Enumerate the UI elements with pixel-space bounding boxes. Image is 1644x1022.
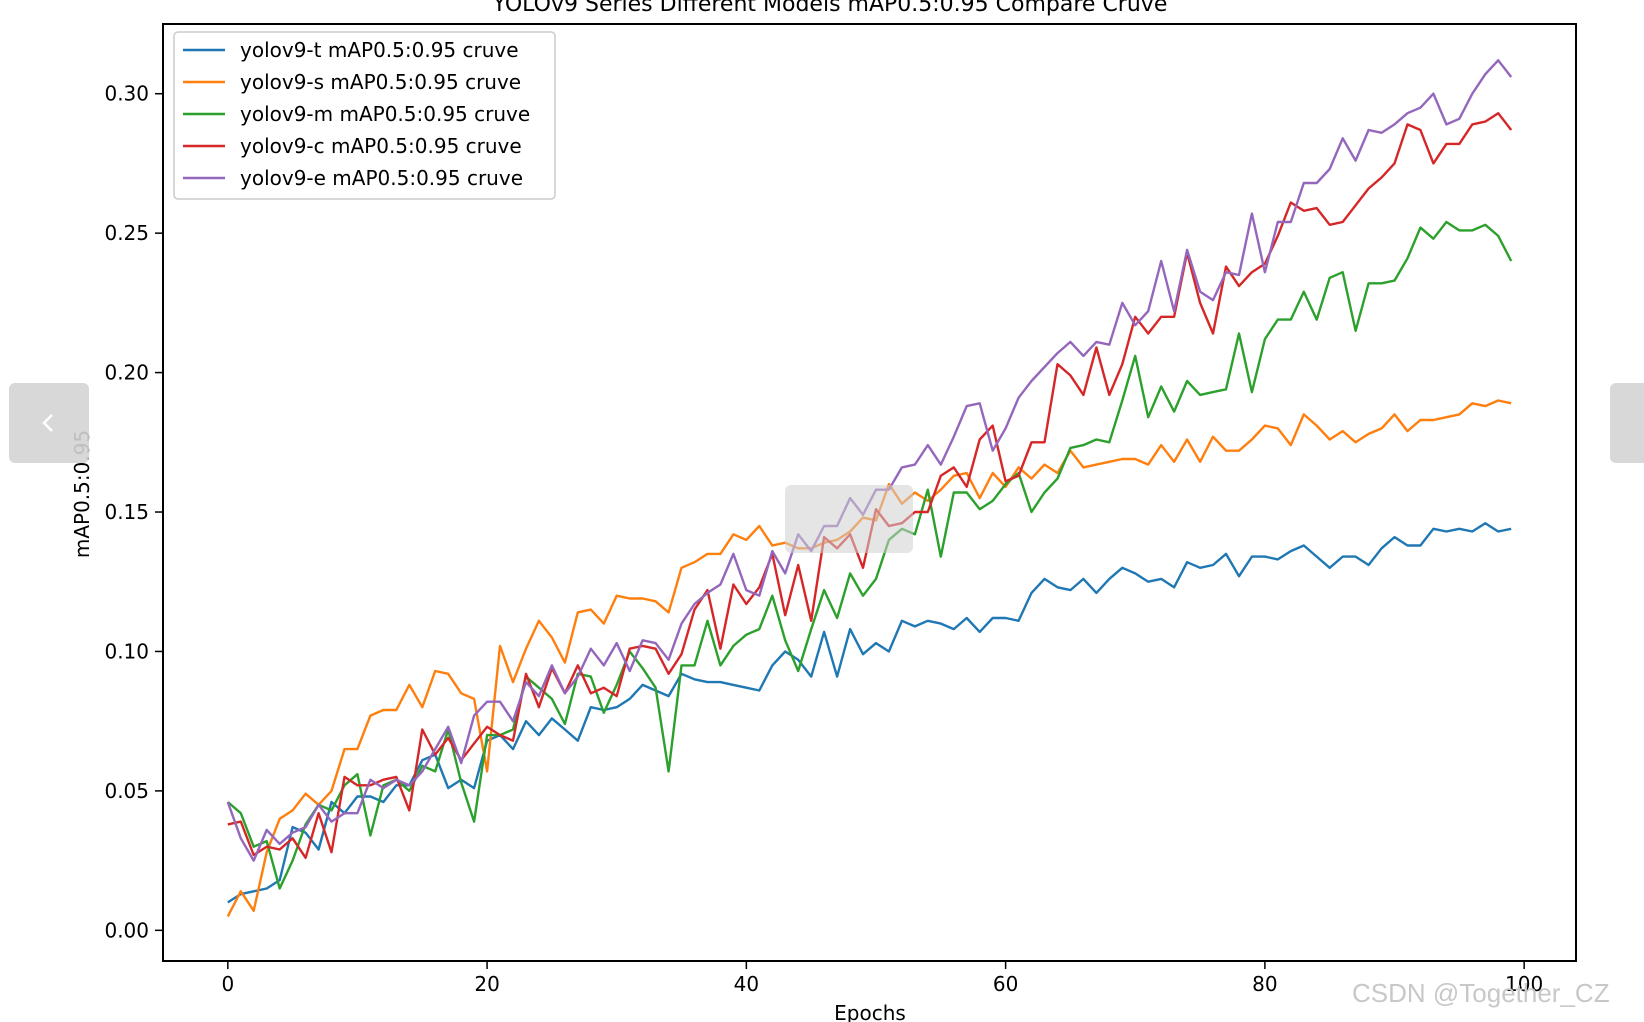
legend-label: yolov9-s mAP0.5:0.95 cruve (240, 70, 521, 94)
plot-frame (162, 23, 1577, 962)
legend-label: yolov9-t mAP0.5:0.95 cruve (240, 38, 519, 62)
chevron-left-icon (42, 414, 53, 432)
x-axis-ticks: 0 20 40 60 80 100 (221, 961, 1543, 996)
x-tick-label: 100 (1505, 972, 1543, 996)
y-tick-label: 0.15 (104, 500, 149, 524)
legend-label: yolov9-c mAP0.5:0.95 cruve (240, 134, 522, 158)
x-tick-label: 60 (993, 972, 1018, 996)
x-axis-label: Epochs (834, 1001, 906, 1022)
watermark: CSDN @Together_CZ (1352, 978, 1610, 1008)
next-image-button[interactable] (1610, 383, 1644, 463)
image-overlay-box (785, 485, 913, 553)
legend-box (173, 31, 556, 200)
y-axis-ticks: 0.00 0.05 0.10 0.15 0.20 0.25 0.30 (104, 82, 163, 942)
x-tick-label: 20 (474, 972, 499, 996)
x-tick-label: 80 (1252, 972, 1277, 996)
prev-image-button[interactable] (9, 383, 89, 463)
legend-label: yolov9-m mAP0.5:0.95 cruve (240, 102, 530, 126)
legend-label: yolov9-e mAP0.5:0.95 cruve (240, 166, 523, 190)
chart-title: YOLOv9 Series Different Models mAP0.5:0.… (492, 0, 1168, 17)
y-tick-label: 0.25 (104, 221, 149, 245)
series-line-1 (226, 399, 1512, 917)
y-tick-label: 0.05 (104, 779, 149, 803)
x-tick-label: 0 (221, 972, 234, 996)
legend: yolov9-t mAP0.5:0.95 cruve yolov9-s mAP0.… (173, 31, 556, 200)
x-tick-label: 40 (734, 972, 759, 996)
y-tick-label: 0.30 (104, 82, 149, 106)
series-line-0 (227, 522, 1512, 904)
y-tick-label: 0.20 (104, 361, 149, 385)
y-tick-label: 0.10 (104, 639, 149, 663)
series-line-2 (227, 220, 1513, 890)
y-tick-label: 0.00 (104, 918, 149, 942)
